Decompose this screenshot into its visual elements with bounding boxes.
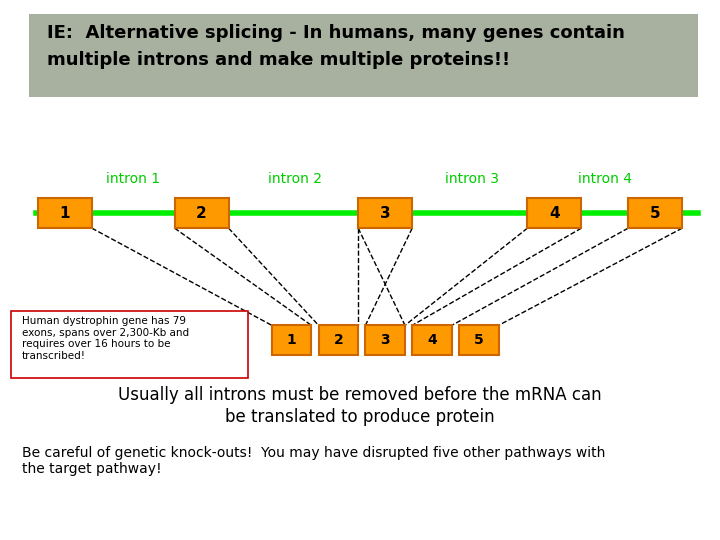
FancyBboxPatch shape (359, 198, 412, 228)
FancyBboxPatch shape (11, 310, 248, 378)
Text: Usually all introns must be removed before the mRNA can: Usually all introns must be removed befo… (118, 386, 602, 404)
Text: intron 3: intron 3 (445, 172, 498, 186)
Text: 2: 2 (197, 206, 207, 221)
Text: intron 4: intron 4 (577, 172, 632, 186)
FancyBboxPatch shape (272, 325, 311, 355)
Text: IE:  Alternative splicing - In humans, many genes contain: IE: Alternative splicing - In humans, ma… (47, 24, 625, 42)
Text: 5: 5 (650, 206, 660, 221)
Text: intron 1: intron 1 (106, 172, 161, 186)
Text: Be careful of genetic knock-outs!  You may have disrupted five other pathways wi: Be careful of genetic knock-outs! You ma… (22, 446, 605, 476)
Text: be translated to produce protein: be translated to produce protein (225, 408, 495, 426)
FancyBboxPatch shape (459, 325, 499, 355)
Text: 1: 1 (60, 206, 70, 221)
FancyBboxPatch shape (37, 198, 92, 228)
Text: 4: 4 (549, 206, 559, 221)
Text: multiple introns and make multiple proteins!!: multiple introns and make multiple prote… (47, 51, 510, 69)
Text: 5: 5 (474, 333, 484, 347)
Text: 4: 4 (427, 333, 437, 347)
Text: Human dystrophin gene has 79
exons, spans over 2,300-Kb and
requires over 16 hou: Human dystrophin gene has 79 exons, span… (22, 316, 189, 361)
Text: intron 2: intron 2 (268, 172, 323, 186)
FancyBboxPatch shape (366, 325, 405, 355)
Text: 2: 2 (333, 333, 343, 347)
FancyBboxPatch shape (628, 198, 683, 228)
FancyBboxPatch shape (29, 14, 698, 97)
Text: 1: 1 (287, 333, 297, 347)
FancyBboxPatch shape (412, 325, 452, 355)
FancyBboxPatch shape (175, 198, 229, 228)
Text: 3: 3 (380, 206, 390, 221)
FancyBboxPatch shape (527, 198, 582, 228)
FancyBboxPatch shape (318, 325, 358, 355)
Text: 3: 3 (380, 333, 390, 347)
